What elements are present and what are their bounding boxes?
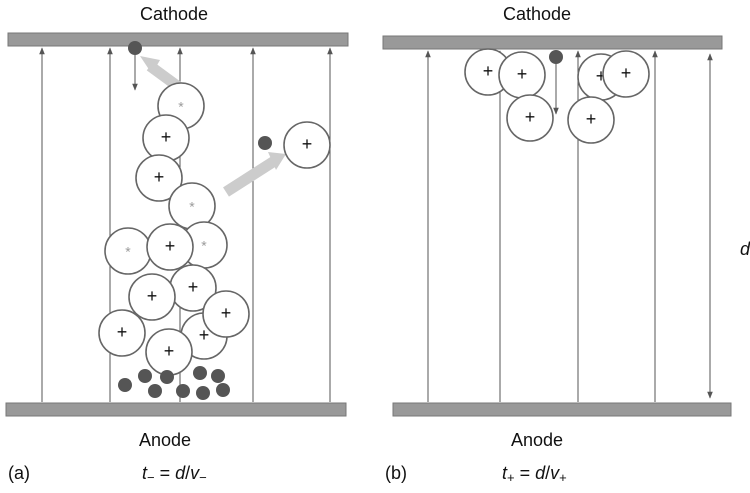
- cation-sign: +: [154, 167, 165, 187]
- distance-label: d: [740, 239, 750, 259]
- cathode-plate: [8, 33, 348, 46]
- excited-mark: *: [125, 244, 131, 260]
- electron: [118, 378, 132, 392]
- cation-sign: +: [117, 322, 128, 342]
- excited-mark: *: [189, 199, 195, 215]
- anode-plate: [393, 403, 731, 416]
- ejection-arrow: [226, 160, 276, 192]
- cation-sign: +: [586, 109, 597, 129]
- electron: [148, 384, 162, 398]
- cation-sign: +: [147, 286, 158, 306]
- cathode-plate: [383, 36, 722, 49]
- electron: [211, 369, 225, 383]
- anode-label: Anode: [511, 430, 563, 450]
- excited-mark: *: [178, 99, 184, 115]
- electron: [176, 384, 190, 398]
- cation-sign: +: [525, 107, 536, 127]
- cation-sign: +: [221, 303, 232, 323]
- cation-sign: +: [165, 236, 176, 256]
- cation-sign: +: [188, 277, 199, 297]
- excited-mark: *: [201, 238, 207, 254]
- cation-sign: +: [621, 63, 632, 83]
- electron: [160, 370, 174, 384]
- panel-tag: (a): [8, 463, 30, 483]
- cathode-label: Cathode: [503, 4, 571, 24]
- electron: [196, 386, 210, 400]
- cation-sign: +: [483, 61, 494, 81]
- formula: t+ = d/v+: [502, 463, 567, 486]
- anode-plate: [6, 403, 346, 416]
- electron: [216, 383, 230, 397]
- diagram: Cathode Anode Cathode Anode (a) (b) d t−…: [0, 0, 750, 493]
- electron: [258, 136, 272, 150]
- anode-label: Anode: [139, 430, 191, 450]
- electron: [549, 50, 563, 64]
- electron: [128, 41, 142, 55]
- cation-sign: +: [164, 341, 175, 361]
- cation-sign: +: [302, 134, 313, 154]
- formula: t− = d/v−: [142, 463, 207, 486]
- electron: [138, 369, 152, 383]
- panel-tag: (b): [385, 463, 407, 483]
- cathode-label: Cathode: [140, 4, 208, 24]
- electron: [193, 366, 207, 380]
- cation-sign: +: [517, 64, 528, 84]
- cation-sign: +: [161, 127, 172, 147]
